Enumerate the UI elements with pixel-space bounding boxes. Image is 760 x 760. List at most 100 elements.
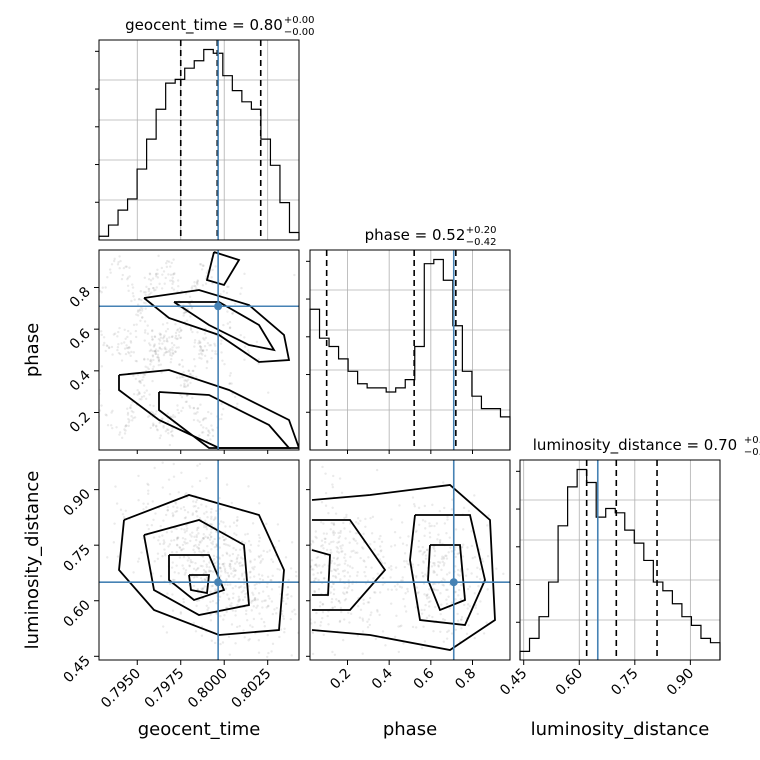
sample-point bbox=[223, 614, 226, 617]
sample-point bbox=[232, 569, 235, 573]
sample-point bbox=[219, 342, 223, 345]
sample-point bbox=[242, 629, 245, 632]
sample-point bbox=[317, 587, 321, 591]
sample-point bbox=[232, 521, 236, 524]
sample-point bbox=[364, 517, 367, 521]
sample-point bbox=[529, 557, 531, 559]
sample-point bbox=[242, 589, 245, 592]
sample-point bbox=[129, 404, 133, 407]
sample-point bbox=[209, 344, 213, 347]
sample-point bbox=[194, 504, 197, 508]
sample-point bbox=[301, 574, 303, 576]
x-axis-label-phase: phase bbox=[383, 719, 437, 740]
sample-point bbox=[232, 575, 235, 578]
sample-point bbox=[307, 603, 309, 605]
sample-point bbox=[140, 316, 144, 319]
sample-point bbox=[259, 561, 262, 564]
sample-point bbox=[370, 566, 373, 569]
sample-point bbox=[132, 295, 135, 298]
sample-point bbox=[438, 509, 442, 513]
sample-point bbox=[228, 374, 232, 377]
sample-point bbox=[375, 468, 379, 472]
x-axis-label-luminosity_distance: luminosity_distance bbox=[531, 719, 710, 740]
sample-point bbox=[167, 350, 170, 353]
sample-point bbox=[179, 384, 183, 387]
sample-point bbox=[307, 540, 309, 542]
sample-point bbox=[192, 406, 196, 410]
sample-point bbox=[195, 510, 198, 513]
sample-point bbox=[286, 521, 288, 523]
sample-point bbox=[163, 282, 166, 285]
sample-point bbox=[424, 603, 427, 607]
sample-point bbox=[151, 338, 154, 341]
sample-point bbox=[197, 526, 200, 529]
sample-point bbox=[240, 564, 244, 567]
sample-point bbox=[202, 337, 205, 340]
sample-point bbox=[414, 626, 418, 629]
sample-point bbox=[288, 551, 290, 553]
sample-point bbox=[129, 332, 132, 335]
sample-point bbox=[401, 576, 404, 579]
sample-point bbox=[451, 498, 454, 501]
sample-point bbox=[459, 570, 463, 573]
sample-point bbox=[202, 264, 205, 267]
sample-point bbox=[169, 430, 173, 434]
sample-point bbox=[334, 569, 338, 573]
sample-point bbox=[336, 550, 339, 553]
sample-point bbox=[153, 350, 156, 353]
sample-point bbox=[237, 586, 241, 589]
sample-point bbox=[432, 571, 435, 574]
sample-point bbox=[244, 593, 247, 596]
sample-point bbox=[210, 639, 213, 642]
sample-point bbox=[233, 302, 237, 306]
sample-point bbox=[172, 538, 176, 542]
sample-point bbox=[213, 545, 216, 549]
sample-point bbox=[234, 562, 237, 565]
sample-point bbox=[445, 532, 448, 535]
sample-point bbox=[239, 556, 243, 559]
sample-point bbox=[401, 542, 405, 545]
sample-point bbox=[234, 548, 238, 552]
sample-point bbox=[249, 576, 252, 579]
x-tick-label: 0.60 bbox=[553, 666, 586, 699]
sample-point bbox=[195, 281, 199, 284]
sample-point bbox=[270, 650, 273, 653]
sample-point bbox=[421, 574, 425, 578]
sample-point bbox=[374, 591, 377, 594]
sample-point bbox=[467, 509, 471, 513]
sample-point bbox=[138, 309, 141, 312]
sample-point bbox=[210, 548, 213, 551]
sample-point bbox=[237, 600, 240, 603]
sample-point bbox=[348, 575, 352, 578]
sample-point bbox=[197, 342, 200, 345]
sample-point bbox=[185, 319, 189, 322]
sample-point bbox=[132, 323, 136, 327]
sample-point bbox=[143, 357, 146, 361]
sample-point bbox=[211, 428, 214, 431]
sample-point bbox=[91, 382, 93, 384]
sample-point bbox=[180, 548, 183, 551]
sample-point bbox=[132, 351, 136, 354]
sample-point bbox=[151, 424, 155, 427]
title-geocent_time: geocent_time = 0.80 bbox=[125, 16, 283, 35]
sample-point bbox=[441, 618, 445, 621]
sample-point bbox=[183, 528, 186, 531]
sample-point bbox=[220, 417, 223, 421]
sample-point bbox=[85, 361, 87, 363]
sample-point bbox=[446, 515, 449, 519]
sample-point bbox=[169, 279, 172, 282]
sample-point bbox=[151, 277, 155, 280]
sample-point bbox=[304, 627, 306, 629]
sample-point bbox=[203, 512, 206, 515]
sample-point bbox=[185, 529, 188, 533]
sample-point bbox=[159, 333, 163, 336]
density-contour bbox=[311, 484, 496, 651]
sample-point bbox=[204, 336, 208, 340]
sample-point bbox=[171, 512, 174, 515]
sample-point bbox=[197, 543, 201, 546]
sample-point bbox=[222, 290, 225, 293]
sample-point bbox=[199, 341, 202, 344]
sample-point bbox=[443, 578, 446, 582]
sample-point bbox=[456, 573, 460, 576]
sample-point bbox=[473, 636, 476, 640]
